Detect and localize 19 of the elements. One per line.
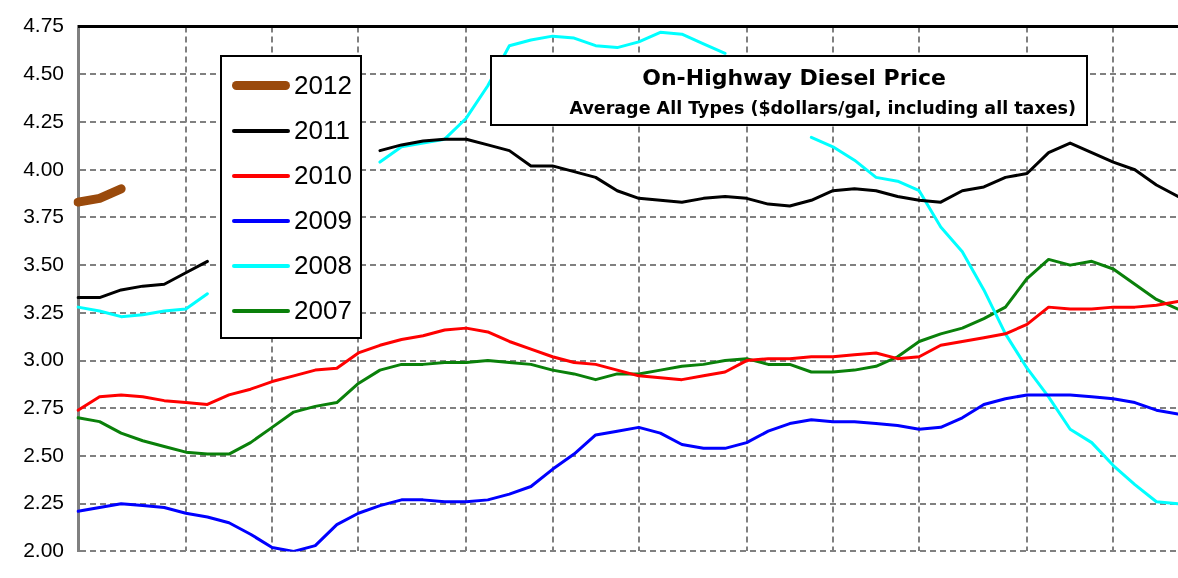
y-tick-label: 4.00 — [23, 156, 64, 180]
y-tick-label: 4.50 — [23, 61, 64, 85]
y-tick-label: 3.25 — [23, 299, 64, 323]
y-tick-label: 2.25 — [23, 490, 64, 514]
legend-label: 2011 — [294, 115, 350, 146]
legend-label: 2008 — [294, 250, 352, 281]
title-box: On-Highway Diesel Price Average All Types ($dollars/gal, including all taxes) — [490, 55, 1088, 126]
y-tick-label: 2.00 — [23, 538, 64, 562]
legend-label: 2009 — [294, 205, 352, 236]
y-tick-label: 3.75 — [23, 204, 64, 228]
y-tick-label: 2.75 — [23, 395, 64, 419]
y-tick-label: 2.50 — [23, 442, 64, 466]
y-tick-label: 4.75 — [23, 13, 64, 37]
legend-label: 2010 — [294, 160, 352, 191]
legend-label: 2012 — [294, 70, 352, 101]
legend-label: 2007 — [294, 295, 352, 326]
y-tick-label: 3.00 — [23, 347, 64, 371]
y-tick-label: 4.25 — [23, 108, 64, 132]
y-tick-label: 3.50 — [23, 251, 64, 275]
